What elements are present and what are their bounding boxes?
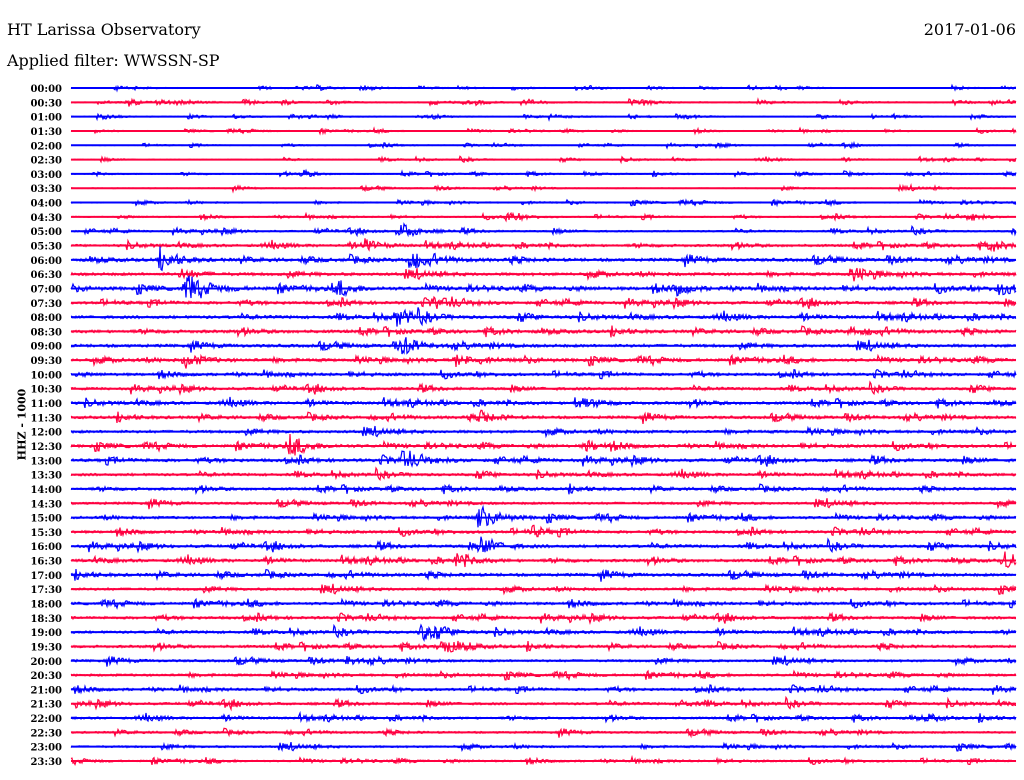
row-time-label: 07:30 — [30, 299, 62, 310]
row-time-label: 10:30 — [30, 385, 62, 396]
trace-1230 — [70, 433, 1017, 456]
observatory-title: HT Larissa Observatory — [7, 20, 201, 39]
row-time-label: 13:30 — [30, 471, 62, 482]
row-time-label: 00:30 — [30, 98, 62, 109]
row-time-label: 18:30 — [30, 614, 62, 625]
row-time-label: 05:30 — [30, 242, 62, 253]
row-time-label: 03:00 — [30, 170, 62, 181]
row-time-label: 06:00 — [30, 256, 62, 267]
date-label: 2017-01-06 — [923, 20, 1016, 39]
row-time-label: 18:00 — [30, 599, 62, 610]
row-time-label: 13:00 — [30, 456, 62, 467]
row-time-label: 23:00 — [30, 743, 62, 754]
filter-label: Applied filter: WWSSN-SP — [7, 51, 220, 70]
trace-1600 — [70, 536, 1017, 554]
row-time-label: 10:00 — [30, 370, 62, 381]
trace-0600 — [70, 246, 1017, 272]
row-time-label: 17:30 — [30, 585, 62, 596]
row-time-label: 02:00 — [30, 141, 62, 152]
row-time-label: 21:30 — [30, 700, 62, 711]
row-time-label: 06:30 — [30, 270, 62, 281]
row-time-label: 14:30 — [30, 499, 62, 510]
row-time-label: 19:00 — [30, 628, 62, 639]
row-time-label: 22:30 — [30, 728, 62, 739]
row-time-label: 16:00 — [30, 542, 62, 553]
trace-0930 — [70, 353, 1017, 369]
row-time-label: 03:30 — [30, 184, 62, 195]
row-time-label: 01:30 — [30, 127, 62, 138]
row-time-label: 12:00 — [30, 428, 62, 439]
row-time-label: 02:30 — [30, 156, 62, 167]
row-time-label: 12:30 — [30, 442, 62, 453]
row-time-label: 09:30 — [30, 356, 62, 367]
trace-1300 — [70, 450, 1017, 469]
trace-1330 — [70, 466, 1017, 482]
row-time-label: 11:00 — [30, 399, 62, 410]
row-time-label: 20:30 — [30, 671, 62, 682]
row-time-label: 15:30 — [30, 528, 62, 539]
row-time-label: 05:00 — [30, 227, 62, 238]
trace-1630 — [70, 551, 1017, 569]
row-time-label: 23:30 — [30, 757, 62, 768]
row-time-label: 04:00 — [30, 199, 62, 210]
row-time-label: 11:30 — [30, 413, 62, 424]
row-time-label: 08:00 — [30, 313, 62, 324]
trace-0500 — [70, 222, 1017, 238]
row-time-label: 15:00 — [30, 514, 62, 525]
row-time-label: 17:00 — [30, 571, 62, 582]
row-time-label: 00:00 — [30, 84, 62, 95]
row-time-label: 16:30 — [30, 557, 62, 568]
row-time-label: 20:00 — [30, 657, 62, 668]
row-time-label: 21:00 — [30, 685, 62, 696]
row-time-label: 09:00 — [30, 342, 62, 353]
row-time-label: 22:00 — [30, 714, 62, 725]
row-time-label: 01:00 — [30, 113, 62, 124]
row-time-label: 08:30 — [30, 327, 62, 338]
row-time-label: 04:30 — [30, 213, 62, 224]
row-time-label: 19:30 — [30, 642, 62, 653]
row-time-label: 14:00 — [30, 485, 62, 496]
row-time-label: 07:00 — [30, 284, 62, 295]
